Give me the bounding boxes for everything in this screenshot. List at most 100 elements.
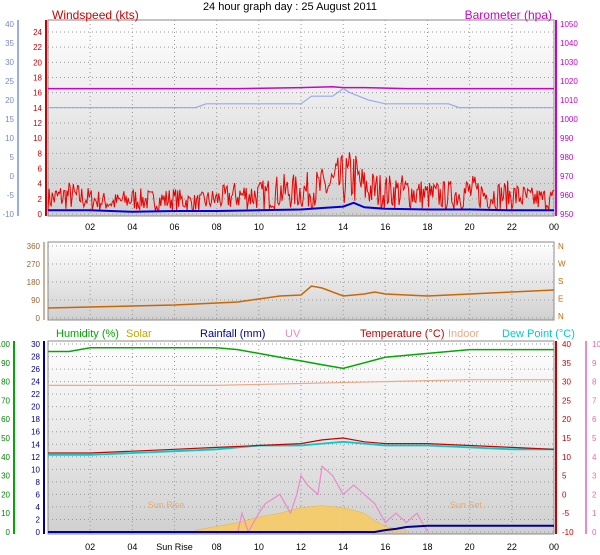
p3-x-tick-label: 18 [422, 542, 432, 552]
legend-item: Indoor [448, 328, 480, 340]
direction-tick-label: 270 [27, 260, 41, 269]
p3-x-tick-label: 04 [127, 542, 137, 552]
rainfall-tick-label: 30 [31, 340, 40, 349]
temperature-tick-label: -10 [562, 528, 574, 537]
barometer-tick-label: 1040 [560, 39, 578, 48]
p1-x-tick-label: 08 [212, 222, 222, 232]
legend-item: Humidity (%) [56, 328, 119, 340]
outer-axis-series-line [48, 87, 554, 109]
temperature-tick-label: 35 [562, 359, 571, 368]
windspeed-tick-label: 8 [38, 149, 43, 158]
humidity-tick-label: 100 [0, 340, 11, 349]
p3-x-tick-label: 10 [254, 542, 264, 552]
rainfall-tick-label: 0 [36, 528, 41, 537]
legend-item: Dew Point (°C) [502, 328, 575, 340]
outer-left-tick-label: 20 [5, 96, 14, 105]
p3-x-tick-label: 20 [465, 542, 475, 552]
p1-x-tick-label: 00 [549, 222, 559, 232]
temperature-tick-label: 40 [562, 340, 571, 349]
barometer-tick-label: 980 [560, 153, 574, 162]
outer-left-tick-label: -10 [2, 210, 14, 219]
rainfall-tick-label: 28 [31, 353, 40, 362]
uv-tick-label: 0 [592, 528, 597, 537]
barometer-tick-label: 970 [560, 172, 574, 181]
outer-left-tick-label: 35 [5, 39, 14, 48]
temperature-tick-label: -5 [562, 509, 570, 518]
outer-left-tick-label: 15 [5, 115, 14, 124]
barometer-tick-label: 950 [560, 210, 574, 219]
p1-x-tick-label: 20 [465, 222, 475, 232]
p3-x-tick-label: Sun Rise [156, 542, 193, 552]
windspeed-axis-label: Windspeed (kts) [52, 8, 139, 22]
rainfall-tick-label: 18 [31, 415, 40, 424]
legend-item: Solar [126, 328, 152, 340]
p3-x-tick-label: 08 [212, 542, 222, 552]
p1-x-tick-label: 22 [507, 222, 517, 232]
indoor-series-line [48, 379, 554, 386]
humidity-tick-label: 10 [1, 509, 10, 518]
uv-tick-label: 10 [592, 340, 600, 349]
wind-baro-panel: Windspeed (kts) Barometer (hpa) 24222018… [2, 8, 578, 232]
p1-x-tick-label: 18 [422, 222, 432, 232]
temperature-tick-label: 25 [562, 396, 571, 405]
uv-tick-label: 3 [592, 472, 597, 481]
windspeed-tick-label: 22 [33, 43, 42, 52]
p1-x-tick-label: 10 [254, 222, 264, 232]
legend-item: Rainfall (mm) [200, 328, 265, 340]
humidity-tick-label: 30 [1, 472, 10, 481]
barometer-tick-label: 960 [560, 191, 574, 200]
windspeed-tick-label: 12 [33, 119, 42, 128]
direction-tick-label: 90 [31, 296, 40, 305]
compass-tick-label: N [558, 312, 564, 321]
uv-tick-label: 4 [592, 453, 597, 462]
barometer-tick-label: 1050 [560, 20, 578, 29]
p3-x-tick-label: 12 [296, 542, 306, 552]
outer-left-tick-label: 5 [10, 153, 15, 162]
uv-tick-label: 6 [592, 415, 597, 424]
windspeed-series-line [47, 152, 555, 213]
humidity-tick-label: 90 [1, 359, 10, 368]
compass-tick-label: N [558, 242, 564, 251]
barometer-tick-label: 1000 [560, 115, 578, 124]
temperature-tick-label: 5 [562, 472, 567, 481]
p1-x-tick-label: 02 [85, 222, 95, 232]
windspeed-tick-label: 16 [33, 89, 42, 98]
wind-direction-series-line [47, 285, 555, 309]
windspeed-tick-label: 4 [38, 180, 43, 189]
p1-x-tick-label: 04 [127, 222, 137, 232]
humidity-tick-label: 0 [6, 528, 11, 537]
humidity-tick-label: 60 [1, 415, 10, 424]
outer-left-tick-label: 40 [5, 20, 14, 29]
windspeed-tick-label: 18 [33, 74, 42, 83]
p3-x-tick-label: 16 [380, 542, 390, 552]
temperature-tick-label: 15 [562, 434, 571, 443]
rainfall-tick-label: 20 [31, 403, 40, 412]
rainfall-tick-label: 6 [36, 490, 41, 499]
windspeed-tick-label: 24 [33, 28, 42, 37]
p1-x-tick-label: 16 [380, 222, 390, 232]
rainfall-tick-label: 10 [31, 465, 40, 474]
windspeed-tick-label: 10 [33, 134, 42, 143]
humidity-tick-label: 40 [1, 453, 10, 462]
rainfall-tick-label: 12 [31, 453, 40, 462]
windspeed-tick-label: 14 [33, 104, 42, 113]
temperature-series-line [48, 437, 555, 454]
uv-tick-label: 1 [592, 509, 597, 518]
uv-tick-label: 9 [592, 359, 597, 368]
barometer-series-line [48, 85, 554, 90]
direction-tick-label: 0 [36, 314, 41, 323]
p3-x-tick-label: 00 [549, 542, 559, 552]
sun-set-annotation: Sun Set [450, 500, 483, 510]
sun-rise-annotation: Sun Rise [148, 500, 185, 510]
temperature-tick-label: 0 [562, 490, 567, 499]
windspeed-tick-label: 2 [38, 195, 43, 204]
legend-item: Temperature (°C) [360, 328, 444, 340]
barometer-axis-label: Barometer (hpa) [465, 8, 552, 22]
rainfall-series-line [48, 524, 554, 533]
rainfall-tick-label: 16 [31, 428, 40, 437]
rainfall-tick-label: 26 [31, 365, 40, 374]
humidity-tick-label: 80 [1, 378, 10, 387]
